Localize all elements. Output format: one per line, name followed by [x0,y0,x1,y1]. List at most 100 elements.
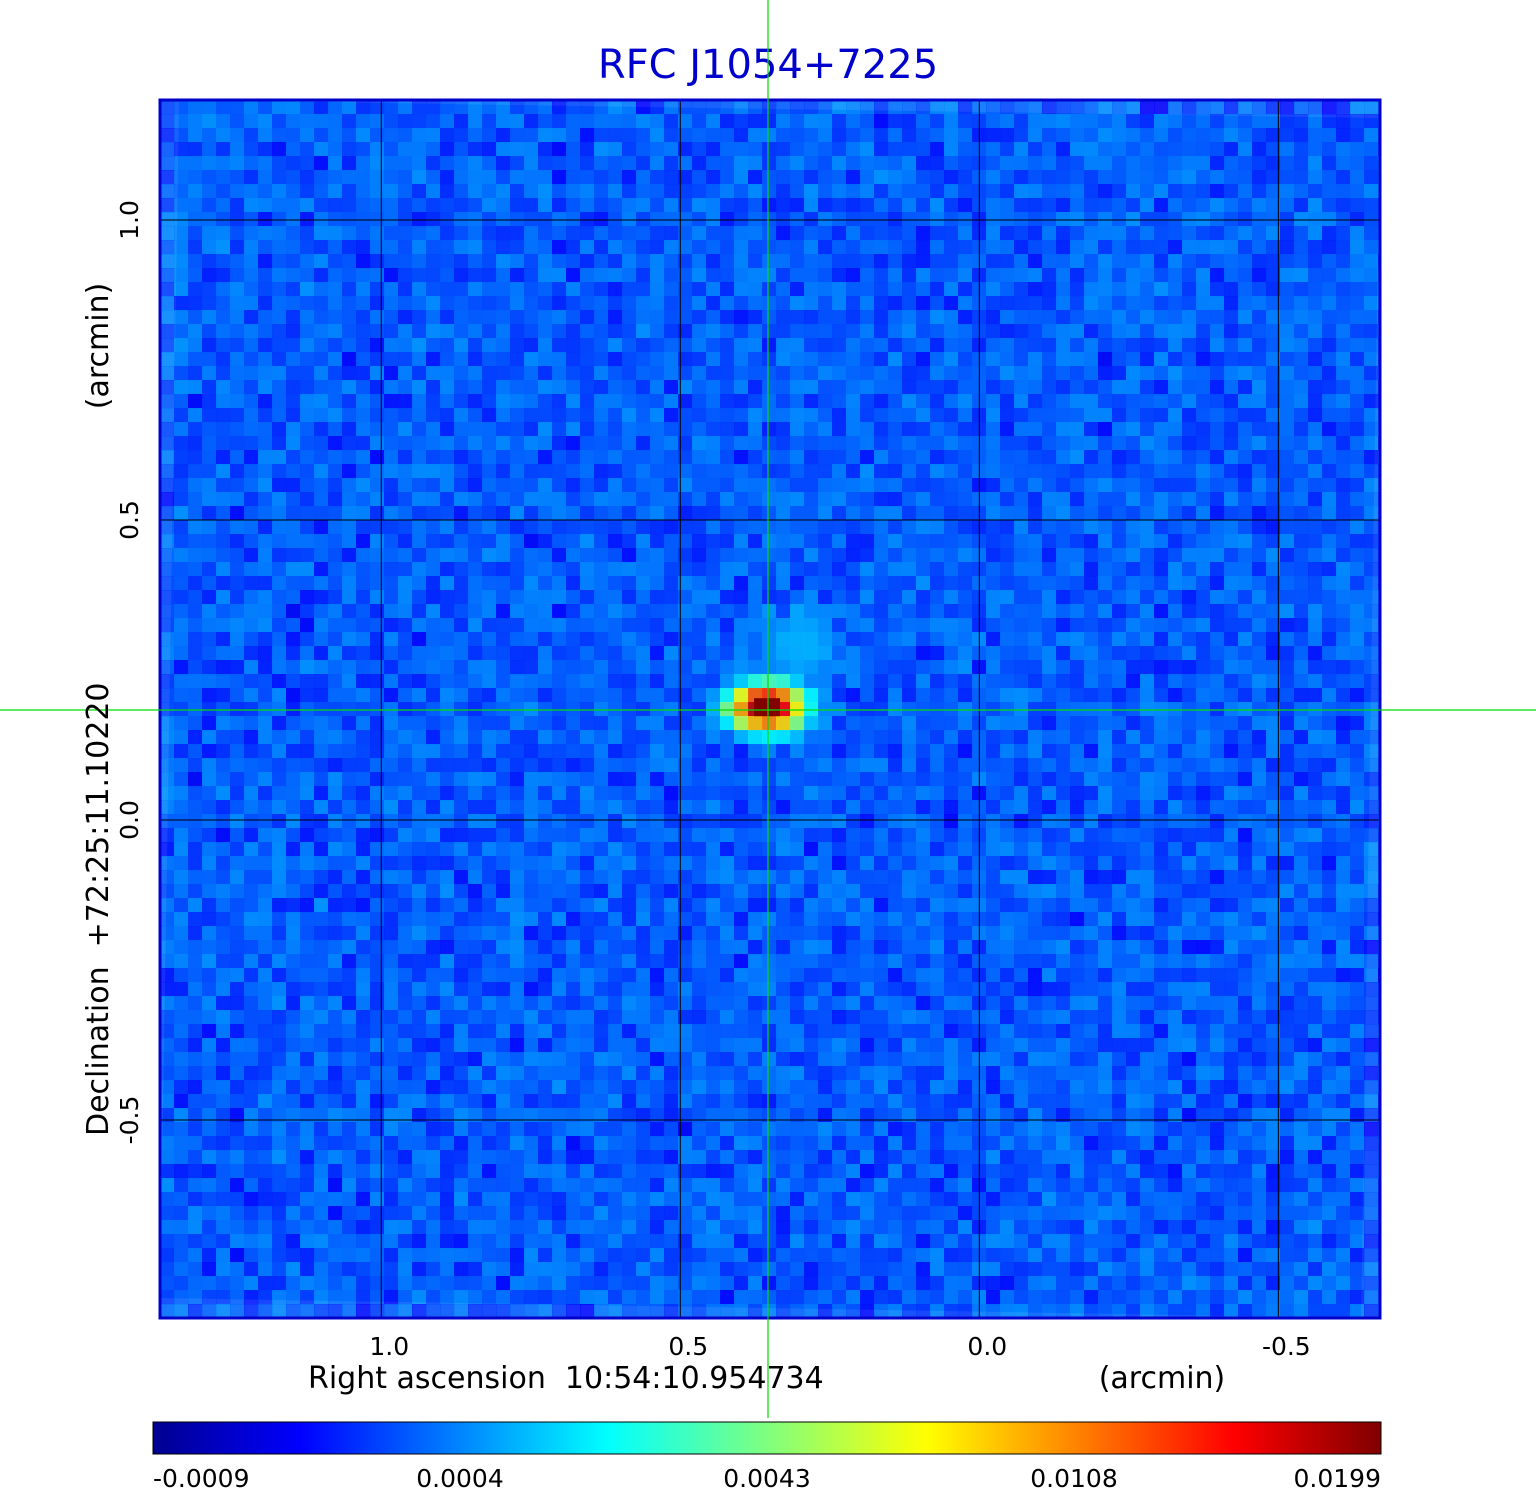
image-pixel [216,352,231,367]
image-pixel [454,114,469,129]
image-pixel [692,716,707,731]
image-pixel [636,240,651,255]
image-pixel [832,142,847,157]
image-pixel [1028,198,1043,213]
image-pixel [328,240,343,255]
image-pixel [1294,772,1309,787]
image-pixel [1266,366,1281,381]
image-pixel [846,870,861,885]
image-pixel [230,282,245,297]
image-pixel [174,758,189,773]
image-pixel [1350,744,1365,759]
image-pixel [874,632,889,647]
image-pixel [734,226,749,241]
image-pixel [958,506,973,521]
image-pixel [398,576,413,591]
image-pixel [384,282,399,297]
image-pixel [188,646,203,661]
image-pixel [1070,338,1085,353]
image-pixel [468,366,483,381]
image-pixel [678,534,693,549]
image-pixel [1084,884,1099,899]
image-pixel [1266,128,1281,143]
image-pixel [440,576,455,591]
image-pixel [342,744,357,759]
image-pixel [468,170,483,185]
image-pixel [664,772,679,787]
image-pixel [412,506,427,521]
image-pixel [1168,618,1183,633]
image-pixel [902,520,917,535]
image-pixel [370,548,385,563]
image-pixel [1322,730,1337,745]
image-pixel [664,282,679,297]
image-pixel [1280,394,1295,409]
image-pixel [1350,660,1365,675]
image-pixel [174,268,189,283]
image-pixel [1014,786,1029,801]
image-pixel [664,828,679,843]
image-pixel [286,604,301,619]
image-pixel [1238,212,1253,227]
image-pixel [202,450,217,465]
image-pixel [790,702,805,717]
image-pixel [1154,646,1169,661]
image-pixel [1266,786,1281,801]
image-pixel [1140,520,1155,535]
image-pixel [1084,786,1099,801]
image-pixel [818,450,833,465]
image-pixel [300,576,315,591]
image-pixel [1238,604,1253,619]
image-pixel [776,744,791,759]
image-pixel [1350,212,1365,227]
image-pixel [1336,744,1351,759]
image-pixel [1308,380,1323,395]
image-pixel [1238,702,1253,717]
image-pixel [1112,380,1127,395]
image-pixel [342,506,357,521]
image-pixel [1196,352,1211,367]
image-pixel [874,786,889,801]
image-pixel [314,674,329,689]
image-pixel [692,660,707,675]
image-pixel [664,758,679,773]
image-pixel [314,114,329,129]
image-pixel [272,604,287,619]
image-pixel [300,142,315,157]
image-pixel [1154,114,1169,129]
image-pixel [594,534,609,549]
image-pixel [692,506,707,521]
image-pixel [412,520,427,535]
image-pixel [1014,436,1029,451]
image-pixel [440,142,455,157]
image-pixel [860,492,875,507]
image-pixel [1322,100,1337,115]
image-pixel [188,660,203,675]
image-pixel [734,100,749,115]
image-pixel [1280,506,1295,521]
image-pixel [496,548,511,563]
image-pixel [916,156,931,171]
image-pixel [314,758,329,773]
image-pixel [1182,464,1197,479]
image-pixel [356,884,371,899]
image-pixel [244,198,259,213]
image-pixel [1014,506,1029,521]
image-pixel [888,478,903,493]
image-pixel [258,198,273,213]
image-pixel [202,352,217,367]
image-pixel [384,492,399,507]
image-pixel [1322,184,1337,199]
image-pixel [944,338,959,353]
image-pixel [566,366,581,381]
image-pixel [202,520,217,535]
image-pixel [1294,156,1309,171]
image-pixel [1322,716,1337,731]
image-pixel [1294,464,1309,479]
image-pixel [706,800,721,815]
image-pixel [342,254,357,269]
image-pixel [244,646,259,661]
image-pixel [664,604,679,619]
image-pixel [342,142,357,157]
